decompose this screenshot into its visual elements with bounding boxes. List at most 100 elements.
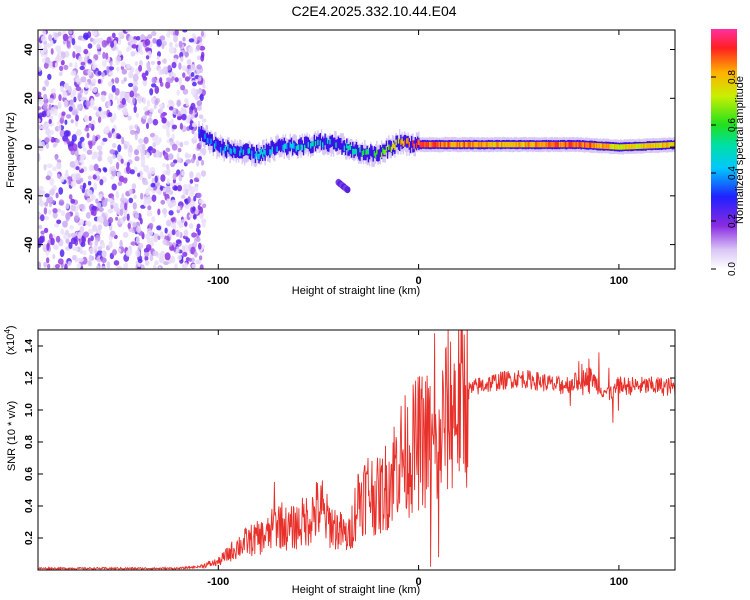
ridge-core	[466, 141, 468, 148]
noise-blob	[149, 108, 155, 113]
ridge-core	[441, 141, 443, 148]
ridge-edge	[350, 146, 353, 158]
noise-blob	[183, 229, 188, 237]
noise-blob	[70, 70, 77, 76]
ridge-core	[489, 141, 491, 148]
ridge-edge	[405, 135, 407, 147]
noise-blob	[67, 232, 71, 239]
noise-blob	[201, 221, 206, 228]
ridge-core	[284, 143, 287, 149]
ridge-edge	[320, 138, 323, 151]
ridge-core	[493, 141, 496, 148]
ridge-core	[661, 142, 663, 148]
ridge-core	[635, 143, 638, 149]
ridge-core	[520, 141, 522, 148]
noise-blob	[42, 30, 46, 37]
noise-blob	[175, 230, 181, 237]
noise-blob	[99, 216, 104, 224]
ridge-core	[242, 149, 245, 155]
noise-blob	[151, 83, 157, 88]
noise-blob	[74, 247, 79, 252]
ridge-core	[427, 141, 430, 148]
noise-blob	[163, 261, 169, 266]
noise-blob	[44, 137, 50, 143]
noise-blob	[73, 96, 77, 103]
ridge-core	[526, 141, 528, 148]
colorbar-gradient	[711, 29, 737, 269]
noise-blob	[49, 130, 54, 135]
noise-blob	[181, 219, 185, 224]
noise-blob	[181, 245, 186, 253]
noise-blob	[48, 119, 52, 124]
ridge-core	[569, 141, 571, 148]
noise-blob	[40, 214, 45, 222]
ridge-core	[505, 141, 508, 148]
ridge-core	[293, 143, 295, 149]
ridge-edge	[352, 141, 354, 154]
noise-blob	[38, 118, 41, 123]
noise-blob	[46, 243, 50, 251]
noise-blob	[165, 163, 170, 170]
noise-blob	[167, 30, 171, 36]
noise-blob	[146, 169, 150, 175]
ridge-core	[393, 142, 395, 148]
noise-blob	[197, 76, 202, 82]
noise-blob	[121, 97, 127, 106]
ridge-core	[474, 141, 477, 148]
ridge-core	[269, 149, 271, 155]
ridge-core	[496, 141, 498, 148]
ridge-core	[477, 141, 479, 148]
noise-blob	[46, 263, 51, 269]
ridge-core	[490, 141, 492, 148]
ridge-core	[608, 143, 610, 150]
noise-blob	[118, 104, 125, 109]
spectrogram-ytick-label: 20	[23, 92, 35, 104]
noise-blob	[80, 241, 86, 247]
ridge-edge	[379, 145, 382, 157]
ridge-core	[460, 141, 462, 148]
noise-blob	[159, 77, 163, 84]
noise-blob	[84, 116, 90, 123]
ridge-core	[596, 143, 598, 149]
noise-blob	[125, 250, 132, 257]
ridge-core	[550, 141, 552, 148]
noise-blob	[71, 134, 77, 142]
ridge-core	[442, 141, 444, 148]
noise-blob	[95, 175, 101, 181]
ridge-core	[658, 142, 660, 149]
ridge-core	[400, 139, 402, 146]
ridge-core	[298, 144, 300, 150]
ridge-edge	[331, 134, 334, 147]
noise-blob	[152, 250, 159, 257]
noise-blob	[50, 188, 55, 196]
ridge-core	[530, 141, 532, 148]
ridge-core	[438, 141, 440, 148]
ridge-edge	[278, 138, 281, 151]
ridge-core	[219, 147, 222, 153]
noise-blob	[120, 91, 126, 96]
ridge-edge	[231, 146, 234, 158]
noise-blob	[57, 101, 62, 110]
ridge-core	[668, 142, 670, 148]
ridge-core	[653, 142, 656, 149]
noise-blob	[65, 212, 71, 220]
ridge-edge	[281, 139, 283, 151]
ridge-edge	[323, 138, 325, 150]
ridge-core	[283, 143, 285, 150]
noise-blob	[112, 249, 117, 256]
noise-blob	[173, 159, 178, 164]
ridge-edge	[228, 142, 230, 154]
noise-blob	[68, 106, 73, 112]
ridge-edge	[272, 142, 275, 154]
noise-blob	[78, 257, 84, 263]
noise-blob	[134, 156, 140, 162]
noise-blob	[107, 198, 113, 203]
ridge-core	[501, 141, 503, 148]
ridge-core	[286, 143, 288, 150]
ridge-core	[307, 142, 309, 148]
noise-blob	[145, 55, 150, 60]
noise-blob	[173, 34, 178, 43]
noise-blob	[55, 264, 60, 269]
noise-blob	[117, 50, 122, 57]
ridge-edge	[389, 140, 391, 152]
